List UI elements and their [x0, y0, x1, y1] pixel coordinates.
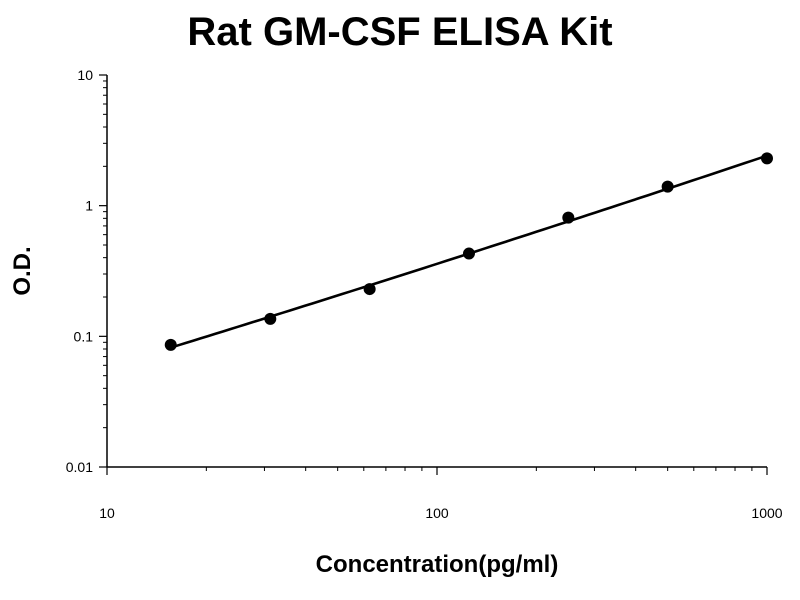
data-point [164, 338, 177, 351]
data-point [462, 247, 475, 260]
y-tick-label: 0.1 [74, 328, 94, 344]
y-tick-label: 1 [85, 198, 93, 214]
data-point [761, 152, 773, 165]
chart-axes: 0.01 0.1 1 10 10 100 1000 [66, 67, 783, 521]
data-point [264, 312, 277, 325]
data-point [562, 211, 575, 224]
y-axis-title: O.D. [9, 246, 36, 295]
y-tick-label: 0.01 [66, 459, 93, 475]
y-tick-label: 10 [77, 67, 93, 83]
x-tick-label: 1000 [751, 505, 782, 521]
data-point [363, 283, 376, 296]
data-points-group [164, 152, 773, 351]
x-tick-label: 10 [99, 505, 115, 521]
chart-title: Rat GM-CSF ELISA Kit [187, 10, 613, 54]
x-axis-title: Concentration(pg/ml) [316, 551, 559, 578]
x-tick-label: 100 [425, 505, 449, 521]
data-point [661, 180, 674, 193]
